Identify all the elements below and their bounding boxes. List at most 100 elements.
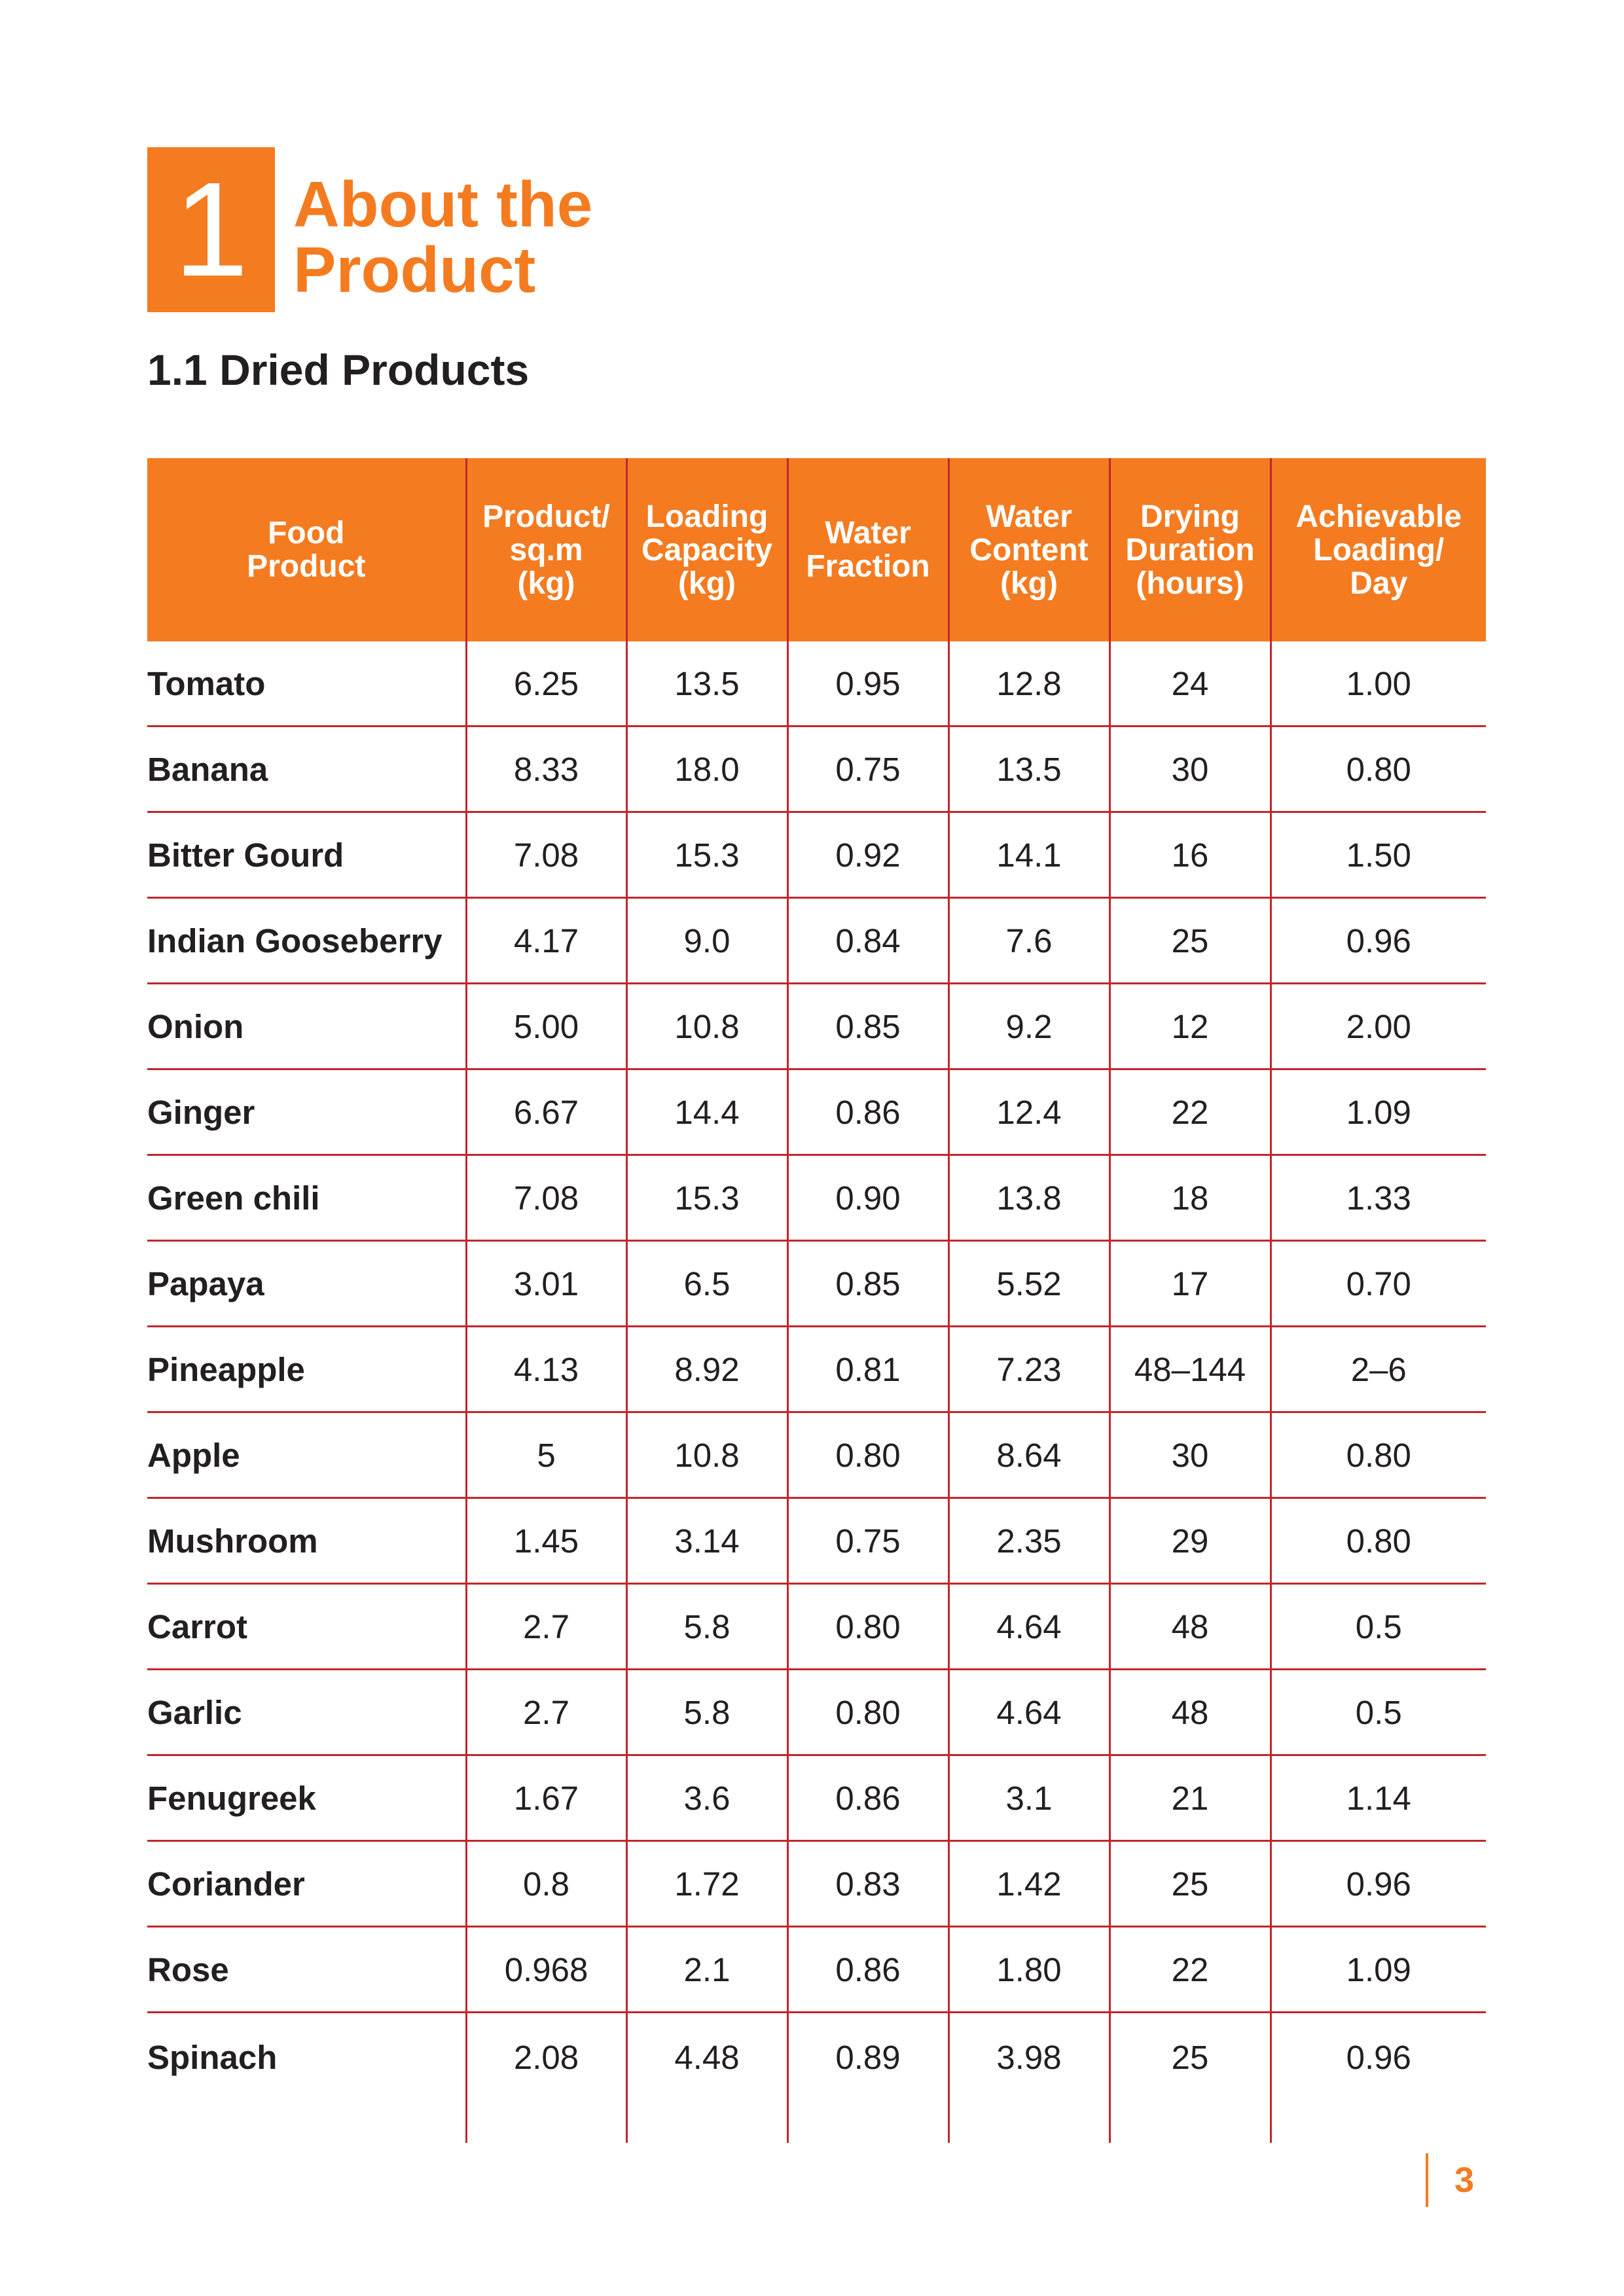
header-product-per-sqm: Product/ sq.m (kg) — [465, 458, 626, 641]
table-row: Bitter Gourd 7.08 15.3 0.92 14.1 16 1.50 — [147, 812, 1486, 899]
cell-food-product: Garlic — [147, 1669, 466, 1756]
cell-product-per-sqm: 2.7 — [465, 1583, 626, 1670]
cell-water-fraction: 0.86 — [786, 1069, 948, 1156]
table-row: Ginger 6.67 14.4 0.86 12.4 22 1.09 — [147, 1069, 1486, 1156]
cell-drying-duration: 17 — [1108, 1240, 1271, 1327]
cell-water-fraction: 0.90 — [786, 1155, 948, 1242]
cell-water-fraction: 0.95 — [786, 641, 948, 727]
cell-food-product: Carrot — [147, 1583, 466, 1670]
table-row: Indian Gooseberry 4.17 9.0 0.84 7.6 25 0.96 — [147, 897, 1486, 984]
cell-loading-capacity: 8.92 — [625, 1326, 787, 1413]
cell-water-content: 1.80 — [947, 1926, 1110, 2013]
cell-drying-duration: 22 — [1108, 1926, 1271, 2013]
cell-water-content: 1.42 — [947, 1840, 1110, 1928]
dried-products-table: Food Product Product/ sq.m (kg) Loading … — [147, 458, 1486, 2143]
table-row: Rose 0.968 2.1 0.86 1.80 22 1.09 — [147, 1926, 1486, 2013]
cell-loading-capacity: 13.5 — [625, 641, 787, 727]
cell-achievable-loading: 0.80 — [1269, 726, 1486, 813]
cell-achievable-loading: 0.5 — [1269, 1583, 1486, 1670]
cell-water-content: 3.98 — [947, 2012, 1110, 2143]
cell-achievable-loading: 1.33 — [1269, 1155, 1486, 1242]
header-loading-capacity: Loading Capacity (kg) — [625, 458, 787, 641]
cell-food-product: Pineapple — [147, 1326, 466, 1413]
cell-water-content: 4.64 — [947, 1583, 1110, 1670]
cell-water-fraction: 0.75 — [786, 1498, 948, 1585]
cell-drying-duration: 25 — [1108, 1840, 1271, 1928]
table-row: Banana 8.33 18.0 0.75 13.5 30 0.80 — [147, 726, 1486, 813]
cell-loading-capacity: 10.8 — [625, 983, 787, 1070]
cell-water-fraction: 0.85 — [786, 983, 948, 1070]
cell-water-content: 13.8 — [947, 1155, 1110, 1242]
cell-product-per-sqm: 4.13 — [465, 1326, 626, 1413]
header-achievable-loading: Achievable Loading/ Day — [1269, 458, 1486, 641]
cell-water-fraction: 0.86 — [786, 1755, 948, 1842]
cell-product-per-sqm: 3.01 — [465, 1240, 626, 1327]
chapter-title-line2: Product — [293, 234, 536, 306]
cell-product-per-sqm: 2.08 — [465, 2012, 626, 2143]
cell-drying-duration: 21 — [1108, 1755, 1271, 1842]
header-drying-duration: Drying Duration (hours) — [1108, 458, 1271, 641]
cell-drying-duration: 48 — [1108, 1669, 1271, 1756]
cell-water-fraction: 0.86 — [786, 1926, 948, 2013]
table-body: Tomato 6.25 13.5 0.95 12.8 24 1.00 Banana 8.33 18… — [147, 641, 1486, 2143]
table-row: Tomato 6.25 13.5 0.95 12.8 24 1.00 — [147, 641, 1486, 727]
cell-food-product: Rose — [147, 1926, 466, 2013]
table-header-row: Food Product Product/ sq.m (kg) Loading … — [147, 458, 1486, 641]
cell-drying-duration: 16 — [1108, 812, 1271, 899]
cell-water-content: 7.6 — [947, 897, 1110, 984]
cell-loading-capacity: 9.0 — [625, 897, 787, 984]
cell-food-product: Indian Gooseberry — [147, 897, 466, 984]
cell-loading-capacity: 5.8 — [625, 1669, 787, 1756]
cell-food-product: Tomato — [147, 641, 466, 727]
cell-water-fraction: 0.75 — [786, 726, 948, 813]
cell-product-per-sqm: 1.67 — [465, 1755, 626, 1842]
cell-water-fraction: 0.80 — [786, 1669, 948, 1756]
cell-food-product: Papaya — [147, 1240, 466, 1327]
cell-water-content: 13.5 — [947, 726, 1110, 813]
cell-product-per-sqm: 0.8 — [465, 1840, 626, 1928]
cell-drying-duration: 30 — [1108, 726, 1271, 813]
header-food-product: Food Product — [147, 458, 466, 641]
table-row: Pineapple 4.13 8.92 0.81 7.23 48–144 2–6 — [147, 1326, 1486, 1413]
cell-product-per-sqm: 0.968 — [465, 1926, 626, 2013]
cell-achievable-loading: 1.14 — [1269, 1755, 1486, 1842]
cell-achievable-loading: 1.00 — [1269, 641, 1486, 727]
cell-food-product: Green chili — [147, 1155, 466, 1242]
cell-water-fraction: 0.89 — [786, 2012, 948, 2143]
cell-achievable-loading: 2.00 — [1269, 983, 1486, 1070]
cell-drying-duration: 12 — [1108, 983, 1271, 1070]
cell-product-per-sqm: 7.08 — [465, 1155, 626, 1242]
cell-loading-capacity: 15.3 — [625, 812, 787, 899]
cell-product-per-sqm: 6.25 — [465, 641, 626, 727]
cell-achievable-loading: 0.5 — [1269, 1669, 1486, 1756]
cell-drying-duration: 29 — [1108, 1498, 1271, 1585]
cell-achievable-loading: 0.96 — [1269, 2012, 1486, 2143]
header-water-content: Water Content (kg) — [947, 458, 1110, 641]
cell-water-content: 9.2 — [947, 983, 1110, 1070]
cell-water-content: 8.64 — [947, 1412, 1110, 1499]
cell-drying-duration: 22 — [1108, 1069, 1271, 1156]
cell-product-per-sqm: 2.7 — [465, 1669, 626, 1756]
section-title: 1.1 Dried Products — [147, 346, 530, 394]
cell-achievable-loading: 0.80 — [1269, 1412, 1486, 1499]
table-row: Apple 5 10.8 0.80 8.64 30 0.80 — [147, 1412, 1486, 1499]
cell-product-per-sqm: 5 — [465, 1412, 626, 1499]
cell-drying-duration: 18 — [1108, 1155, 1271, 1242]
cell-achievable-loading: 0.80 — [1269, 1498, 1486, 1585]
cell-loading-capacity: 18.0 — [625, 726, 787, 813]
cell-water-content: 5.52 — [947, 1240, 1110, 1327]
cell-water-fraction: 0.80 — [786, 1583, 948, 1670]
table-row: Garlic 2.7 5.8 0.80 4.64 48 0.5 — [147, 1669, 1486, 1756]
cell-drying-duration: 24 — [1108, 641, 1271, 727]
cell-loading-capacity: 3.6 — [625, 1755, 787, 1842]
table-row: Green chili 7.08 15.3 0.90 13.8 18 1.33 — [147, 1155, 1486, 1242]
table-row: Mushroom 1.45 3.14 0.75 2.35 29 0.80 — [147, 1498, 1486, 1585]
chapter-number-badge: 1 — [147, 147, 275, 312]
cell-loading-capacity: 6.5 — [625, 1240, 787, 1327]
cell-water-content: 4.64 — [947, 1669, 1110, 1756]
cell-loading-capacity: 10.8 — [625, 1412, 787, 1499]
cell-loading-capacity: 14.4 — [625, 1069, 787, 1156]
table-row: Onion 5.00 10.8 0.85 9.2 12 2.00 — [147, 983, 1486, 1070]
table-row: Fenugreek 1.67 3.6 0.86 3.1 21 1.14 — [147, 1755, 1486, 1842]
cell-drying-duration: 48–144 — [1108, 1326, 1271, 1413]
